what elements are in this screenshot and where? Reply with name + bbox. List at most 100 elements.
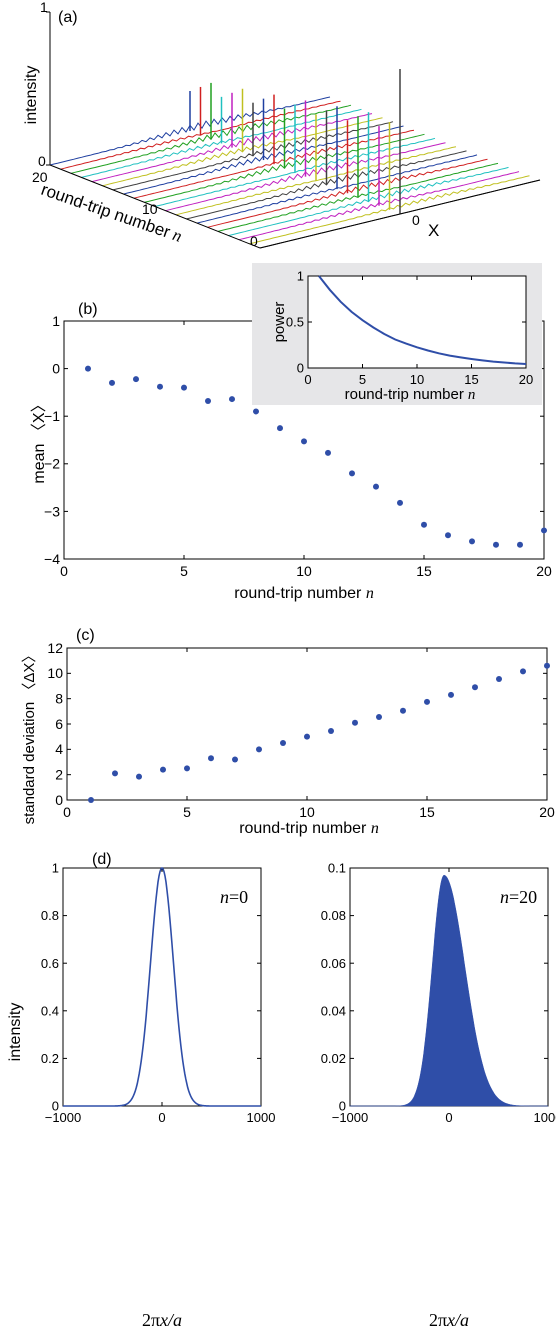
panel-b-point (541, 527, 547, 534)
panel-b-point (133, 376, 139, 383)
panel-b-point (157, 383, 163, 390)
panel-c-ytick-label: 12 (47, 640, 63, 656)
panel-b-point (445, 532, 451, 539)
panel-b-ytick-label: −4 (44, 551, 60, 567)
panel-d-right-xlabel-xa: x/a (446, 1310, 469, 1330)
panel-b-point (397, 499, 403, 506)
panel-a-trace (60, 100, 341, 170)
panel-c-point (496, 676, 502, 683)
panel-b-point (205, 397, 211, 404)
panel-d-right-annotation: n=20 (500, 887, 537, 907)
panel-c-point (448, 691, 454, 698)
panel-c-point (112, 770, 118, 777)
panel-b-inset-xtick-label: 0 (304, 372, 311, 387)
panel-c-ytick-label: 10 (47, 665, 63, 681)
panel-d-right-ytick-label: 0.1 (328, 861, 346, 876)
panel-d-left-annotation: n=0 (220, 887, 248, 907)
panel-c-xtick-label: 0 (63, 804, 71, 820)
panel-c-point (424, 698, 430, 705)
panel-a-depth-label-symbol: n (170, 225, 184, 246)
panel-b-inset-xtick-label: 10 (410, 372, 424, 387)
panel-c-xlabel: round-trip number n (239, 820, 379, 837)
panel-c-points (88, 662, 550, 803)
panel-d-right-annotation-n: n (500, 887, 509, 907)
panel-b-inset-ytick-label: 0 (297, 361, 304, 376)
panel-b-point (85, 365, 91, 372)
panel-b-point (349, 470, 355, 477)
panel-b-inset-ylabel: power (271, 302, 288, 343)
panel-d-left-xlabel-2pi: 2π (142, 1310, 160, 1330)
panel-d-right-ytick-label: 0.06 (321, 956, 346, 971)
panel-c-point (472, 684, 478, 691)
panel-a-label: (a) (58, 9, 78, 26)
panel-b-point (469, 538, 475, 545)
panel-c-ytick-label: 4 (55, 741, 63, 757)
panel-b-point (109, 379, 115, 386)
panel-b-xlabel-n: n (366, 585, 374, 602)
panel-b-point (301, 438, 307, 445)
panel-b-xtick-label: 5 (180, 563, 188, 579)
panel-c-ylabel: standard deviation 〈ΔX〉 (21, 648, 38, 825)
panel-a-depth-tick-20: 20 (32, 169, 48, 185)
panel-b-xtick-label: 10 (296, 563, 312, 579)
panel-a-x-axis (259, 179, 541, 249)
panel-c-xtick-label: 15 (419, 804, 435, 820)
panel-c-xtick-label: 10 (299, 804, 315, 820)
panel-c-label: (c) (76, 627, 95, 644)
panel-d-right-xlabel: 2πx/a (429, 1310, 469, 1330)
panel-b-point (229, 396, 235, 403)
panel-c-point (136, 773, 142, 780)
panel-b-point (493, 541, 499, 548)
panel-d-right-ytick-label: 0.08 (321, 908, 346, 923)
panel-b-xlabel: round-trip number n (234, 585, 374, 602)
panel-b-xlabel-text: round-trip number (234, 585, 366, 602)
panel-c-ytick-label: 2 (55, 767, 63, 783)
panel-b-ytick-label: −2 (44, 456, 60, 472)
panel-d-left-xlabel-xa: x/a (159, 1310, 182, 1330)
panel-d-left-xtick-label: −1000 (45, 1110, 82, 1125)
panel-d-left-annotation-eq: =0 (229, 887, 248, 907)
panel-b-ytick-label: −3 (44, 503, 60, 519)
panel-d-left-ytick-label: 0.6 (41, 956, 59, 971)
panel-c-point (280, 740, 286, 746)
panel-b-inset-xtick-label: 5 (359, 372, 366, 387)
panel-a-xlabel: X (428, 221, 439, 240)
panel-c: (c) 0 5 10 15 20 0 2 4 6 8 10 12 round-trip number … (21, 627, 555, 837)
panel-b-xtick-label: 0 (60, 563, 68, 579)
panel-c-point (232, 756, 238, 763)
panel-b-point (421, 521, 427, 528)
panel-c-point (520, 668, 526, 675)
panel-a-traces (49, 69, 541, 249)
panel-a-trace (102, 117, 383, 187)
panel-d-right-ytick-label: 0 (339, 1099, 346, 1114)
panel-b-ytick-label: 1 (52, 313, 60, 329)
panel-c-point (544, 662, 550, 669)
panel-d-right-ytick-label: 0.02 (321, 1051, 346, 1066)
panel-d-left-xlabel: 2πx/a (142, 1310, 182, 1330)
panel-a-depth-tick-0: 0 (250, 233, 258, 249)
panel-b-point (325, 449, 331, 456)
panel-c-xtick-label: 20 (539, 804, 555, 820)
panel-d-right-filled-curve (350, 874, 548, 1107)
panel-b-inset-xlabel: round-trip number n (345, 386, 476, 403)
panel-b-inset-ytick-label: 1 (297, 269, 304, 284)
panel-b-points (85, 365, 547, 548)
panel-c-point (256, 746, 262, 753)
panel-d-left-xtick-label: 1000 (247, 1110, 276, 1125)
panel-b-inset-frame (307, 275, 527, 369)
panel-d-left-annotation-n: n (220, 887, 229, 907)
panel-b-xtick-label: 15 (416, 563, 432, 579)
panel-a-ylabel: intensity (23, 66, 40, 125)
panel-d-right-xtick-label: 1000 (534, 1110, 556, 1125)
panel-c-point (400, 707, 406, 714)
panel-c-point (160, 766, 166, 773)
panel-b-inset-xlabel-n: n (468, 387, 476, 403)
panel-b-point (373, 483, 379, 490)
panel-d-label: (d) (92, 851, 112, 868)
panel-c-xlabel-n: n (371, 820, 379, 837)
panel-d-ylabel: intensity (7, 1003, 24, 1062)
